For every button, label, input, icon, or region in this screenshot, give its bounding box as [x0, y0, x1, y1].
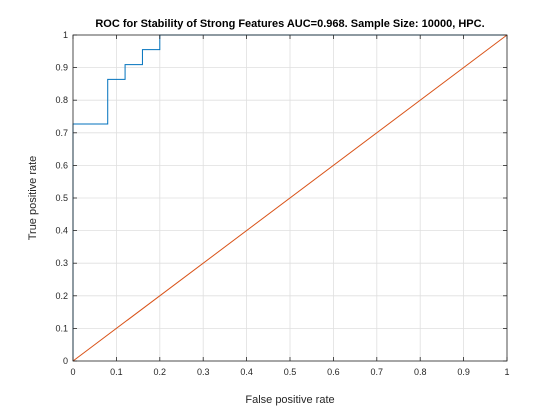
y-tick-label: 0 [63, 356, 68, 366]
x-tick-label: 0.5 [284, 367, 297, 377]
diagonal-reference-line [72, 34, 508, 362]
y-tick-label: 1 [63, 30, 68, 40]
y-tick-label: 0.2 [55, 291, 68, 301]
y-tick-label: 0.6 [55, 160, 68, 170]
x-tick-label: 0.3 [197, 367, 210, 377]
x-axis-label: False positive rate [245, 394, 334, 406]
y-tick-label: 0.3 [55, 258, 68, 268]
x-tick-label: 0.1 [110, 367, 123, 377]
x-tick-label: 0.2 [154, 367, 167, 377]
x-tick-label: 0.7 [371, 367, 384, 377]
y-tick-label: 0.7 [55, 128, 68, 138]
x-tick-label: 0 [70, 367, 75, 377]
y-tick-label: 0.5 [55, 193, 68, 203]
y-tick-label: 0.1 [55, 323, 68, 333]
ticks: 0 0.1 0.2 0.3 0.4 0.5 0.6 0.7 0.8 0.9 1 0 0.1 0.2 0.3 0… [55, 30, 509, 377]
roc-curve-line [72, 34, 507, 361]
x-tick-label: 0.4 [240, 367, 253, 377]
x-tick-label: 0.6 [327, 367, 340, 377]
y-tick-label: 0.9 [55, 63, 68, 73]
x-tick-label: 0.9 [457, 367, 470, 377]
x-tick-label: 0.8 [414, 367, 427, 377]
y-axis-label: True positive rate [27, 156, 39, 241]
y-tick-label: 0.8 [55, 95, 68, 105]
series-group [72, 34, 508, 362]
x-tick-label: 1 [504, 367, 509, 377]
y-tick-label: 0.4 [55, 226, 68, 236]
chart-title: ROC for Stability of Strong Features AUC… [95, 18, 484, 30]
